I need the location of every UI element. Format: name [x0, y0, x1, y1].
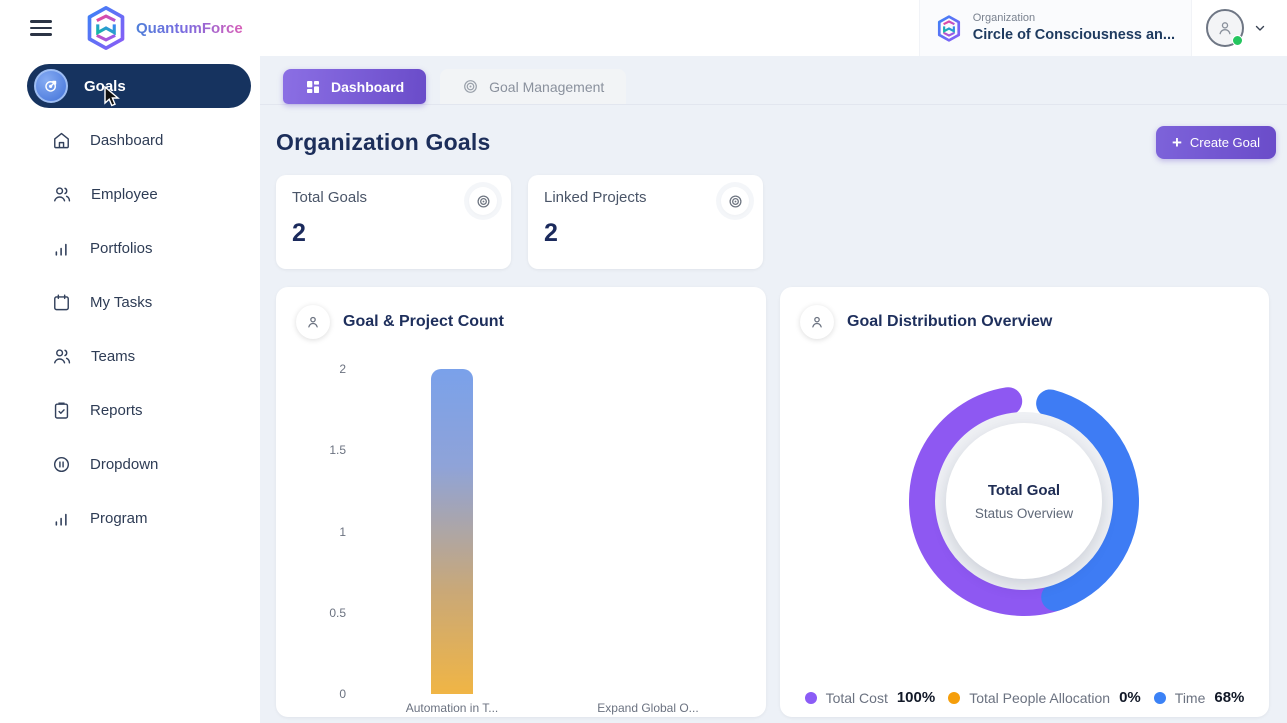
- legend-dot: [1153, 691, 1166, 704]
- user-menu[interactable]: [1192, 9, 1287, 47]
- legend-value: 68%: [1214, 689, 1245, 706]
- chevron-down-icon[interactable]: [1253, 21, 1267, 35]
- sidebar-item-label: Goals: [84, 77, 126, 95]
- calendar-icon: [54, 294, 69, 310]
- stat-card-total-goals: Total Goals 2: [276, 175, 511, 269]
- bar-chart-icon: [55, 513, 67, 526]
- donut-center-line2: Status Overview: [974, 505, 1074, 521]
- y-axis-tick: 2: [339, 362, 346, 376]
- sidebar-item-label: Program: [90, 509, 148, 527]
- brand-name: QuantumForce: [136, 19, 243, 37]
- plus-icon: +: [1171, 133, 1182, 152]
- create-goal-label: Create Goal: [1189, 135, 1260, 150]
- sidebar-item-label: Teams: [91, 347, 136, 365]
- tab-bar: Dashboard Goal Management: [260, 56, 1287, 105]
- create-goal-button[interactable]: + Create Goal: [1155, 126, 1276, 159]
- donut-center-line1: Total Goal: [987, 481, 1061, 499]
- x-axis-label: Expand Global O...: [597, 701, 699, 715]
- home-icon: [54, 132, 69, 148]
- sidebar-item-program[interactable]: Program: [0, 491, 260, 545]
- tab-label: Goal Management: [489, 78, 605, 95]
- donut-legend: Total Cost 100% Total People Allocation 0% T…: [780, 689, 1269, 706]
- goal-project-count-card: Goal & Project Count 2 1.5 1 0.5 0 Automation…: [276, 287, 766, 717]
- y-axis-tick: 0.5: [329, 605, 346, 620]
- organization-name: Circle of Consciousness an...: [972, 26, 1175, 43]
- legend-label: Total People Allocation: [969, 689, 1111, 706]
- target-icon: [469, 187, 497, 215]
- sidebar-item-teams[interactable]: Teams: [0, 329, 260, 383]
- legend-item-2[interactable]: Time 68%: [1153, 689, 1245, 706]
- y-axis-tick: 1.5: [329, 443, 346, 458]
- bar-plot: 2 1.5 1 0.5 0 Automation in T... Expand Global…: [329, 362, 746, 715]
- stat-value: 2: [544, 219, 558, 247]
- legend-dot: [804, 691, 817, 704]
- stat-label: Linked Projects: [544, 189, 647, 206]
- sidebar-item-dashboard[interactable]: Dashboard: [0, 113, 260, 167]
- chart-title: Goal & Project Count: [343, 313, 504, 330]
- y-axis-tick: 1: [339, 524, 346, 539]
- organization-label: Organization: [972, 12, 1036, 25]
- legend-dot: [948, 691, 961, 704]
- sidebar-item-my-tasks[interactable]: My Tasks: [0, 275, 260, 329]
- sidebar-item-label: Portfolios: [90, 239, 153, 257]
- stat-label: Total Goals: [292, 189, 368, 206]
- hamburger-menu-icon[interactable]: [30, 16, 52, 40]
- users-icon: [54, 348, 71, 364]
- avatar[interactable]: [1206, 9, 1244, 47]
- donut-segment-2[interactable]: [1036, 389, 1139, 612]
- sidebar-item-label: Dropdown: [90, 455, 159, 473]
- users-icon: [54, 186, 71, 202]
- organization-logo-icon: [937, 14, 960, 42]
- donut-chart: Total Goal Status Overview: [780, 347, 1269, 667]
- legend-label: Total Cost: [825, 689, 888, 706]
- tab-dashboard[interactable]: Dashboard: [283, 69, 427, 104]
- bar-chart-icon: [55, 243, 67, 256]
- tab-goal-management[interactable]: Goal Management: [440, 69, 627, 104]
- sidebar-item-reports[interactable]: Reports: [0, 383, 260, 437]
- person-icon: [800, 305, 834, 339]
- legend-item-0[interactable]: Total Cost 100%: [804, 689, 936, 706]
- stat-value: 2: [292, 219, 306, 247]
- sidebar-item-dropdown[interactable]: Dropdown: [0, 437, 260, 491]
- sidebar-item-label: Employee: [91, 185, 158, 203]
- sidebar-item-portfolios[interactable]: Portfolios: [0, 221, 260, 275]
- organization-selector[interactable]: Organization Circle of Consciousness an.…: [918, 0, 1192, 56]
- person-icon: [296, 305, 330, 339]
- clipboard-check-icon: [54, 402, 69, 419]
- sidebar-item-label: My Tasks: [90, 293, 153, 311]
- legend-value: 100%: [896, 689, 936, 706]
- stat-card-linked-projects: Linked Projects 2: [528, 175, 763, 269]
- sidebar-item-employee[interactable]: Employee: [0, 167, 260, 221]
- donut-center: [946, 423, 1102, 579]
- sidebar-item-goals[interactable]: Goals: [27, 64, 251, 108]
- main-content: Dashboard Goal Management Organization G…: [260, 56, 1287, 723]
- sidebar: Goals Dashboard Employee Portfolios: [0, 56, 260, 723]
- donut-segment-0[interactable]: [909, 387, 1076, 616]
- goal-distribution-card: Goal Distribution Overview Total Goal St…: [780, 287, 1269, 717]
- tab-label: Dashboard: [331, 78, 405, 95]
- top-bar: QuantumForce Organization Circle of Cons…: [0, 0, 1287, 56]
- stat-cards: Total Goals 2 Linked Projects 2: [276, 175, 1287, 269]
- y-axis-tick: 0: [339, 687, 346, 701]
- online-status-dot: [1232, 35, 1243, 46]
- dashboard-grid-icon: [307, 80, 319, 93]
- target-icon: [721, 187, 749, 215]
- bar-0[interactable]: [431, 369, 473, 694]
- sidebar-nav: Dashboard Employee Portfolios My Tasks: [0, 113, 260, 545]
- quantumforce-logo-icon: [87, 5, 125, 50]
- page-title: Organization Goals: [276, 129, 491, 155]
- x-axis-label: Automation in T...: [405, 701, 499, 715]
- legend-value: 0%: [1119, 689, 1141, 706]
- chart-title: Goal Distribution Overview: [847, 313, 1053, 330]
- legend-item-1[interactable]: Total People Allocation 0%: [948, 689, 1141, 706]
- legend-label: Time: [1174, 689, 1206, 706]
- donut-svg: [909, 387, 1139, 616]
- pause-circle-icon: [53, 456, 70, 472]
- sidebar-item-label: Dashboard: [90, 131, 164, 149]
- sidebar-item-label: Reports: [90, 401, 143, 419]
- target-icon: [464, 80, 478, 93]
- goal-target-icon: [34, 69, 68, 103]
- user-icon: [1219, 22, 1231, 35]
